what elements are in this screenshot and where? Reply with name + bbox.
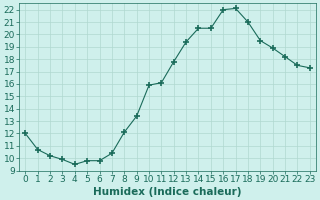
X-axis label: Humidex (Indice chaleur): Humidex (Indice chaleur) — [93, 187, 242, 197]
